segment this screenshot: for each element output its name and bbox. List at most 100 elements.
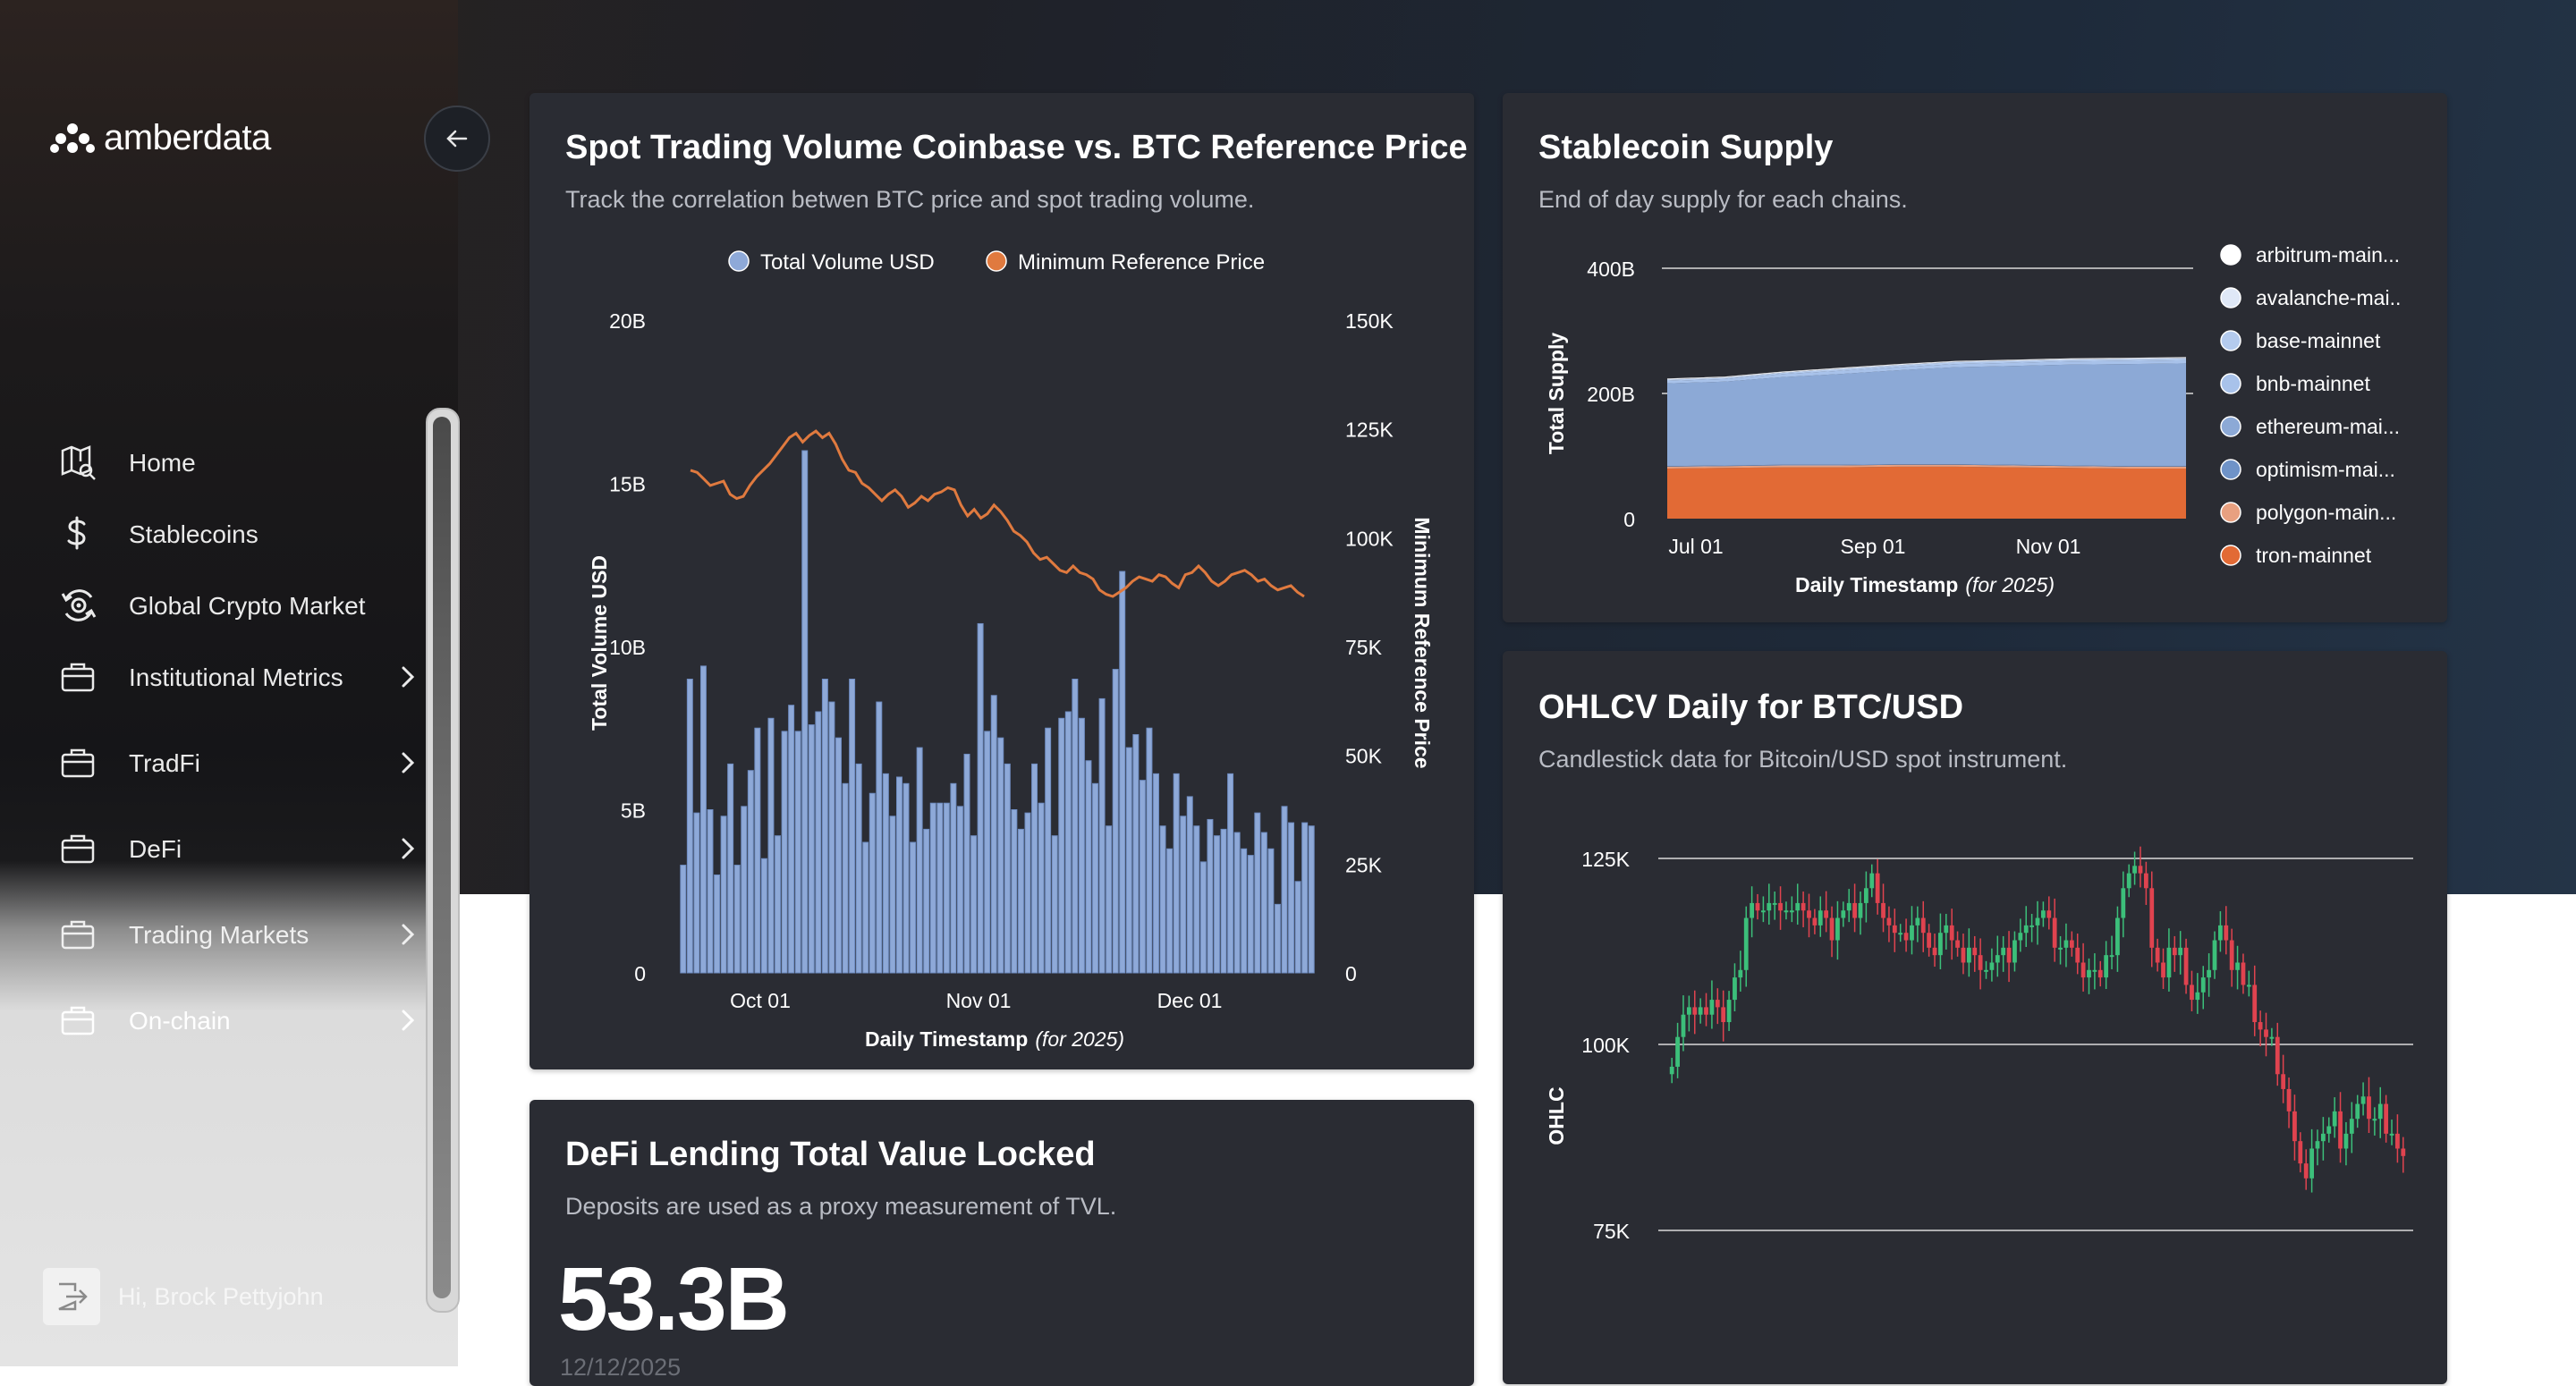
x-axis-title: Daily Timestamp (for 2025) bbox=[865, 1027, 1124, 1051]
volume-bar bbox=[714, 875, 721, 974]
legend-label: ethereum-mai... bbox=[2256, 415, 2400, 438]
y-axis-title: OHLC bbox=[1545, 1086, 1568, 1145]
sidebar-item-on-chain[interactable]: On-chain bbox=[59, 994, 417, 1048]
y-tick-label: 20B bbox=[609, 309, 646, 333]
y-tick-label: 200B bbox=[1587, 383, 1635, 406]
legend-label: bnb-mainnet bbox=[2256, 372, 2370, 395]
volume-bar bbox=[775, 835, 781, 974]
candle-body bbox=[2332, 1111, 2337, 1127]
volume-bar bbox=[1274, 903, 1281, 974]
candle-body bbox=[2275, 1036, 2280, 1075]
candle-body bbox=[2343, 1133, 2349, 1149]
sidebar-item-tradfi[interactable]: TradFi bbox=[59, 737, 417, 790]
legend-marker bbox=[2220, 545, 2241, 566]
candle-body bbox=[1807, 910, 1811, 918]
stablecoin-supply-card: Stablecoin Supply End of day supply for … bbox=[1503, 93, 2447, 622]
volume-bar bbox=[1064, 711, 1072, 974]
volume-bar bbox=[1085, 760, 1092, 974]
arrow-left-icon bbox=[446, 130, 468, 148]
volume-bar bbox=[1132, 734, 1140, 974]
volume-bar bbox=[889, 816, 896, 974]
volume-bar bbox=[997, 737, 1004, 974]
area-tron-mainnet bbox=[1667, 466, 2186, 519]
candle-body bbox=[1698, 1007, 1703, 1015]
candle-body bbox=[1818, 910, 1823, 925]
volume-bar bbox=[1051, 835, 1058, 974]
volume-bar bbox=[707, 809, 714, 974]
candle-body bbox=[2126, 873, 2131, 889]
card-subtitle: Track the correlation betwen BTC price a… bbox=[565, 186, 1255, 213]
candle-body bbox=[1852, 902, 1857, 918]
sidebar-item-trading-markets[interactable]: Trading Markets bbox=[59, 909, 417, 962]
chevron-right-icon bbox=[399, 749, 417, 782]
briefcase-icon bbox=[59, 1001, 98, 1041]
x-axis-title-main: Daily Timestamp bbox=[1795, 573, 1958, 596]
tvl-date: 12/12/2025 bbox=[560, 1354, 682, 1381]
candle-body bbox=[2349, 1119, 2354, 1134]
candle-body bbox=[1784, 910, 1789, 913]
candle-body bbox=[1920, 917, 1926, 934]
y2-tick-label: 0 bbox=[1345, 962, 1357, 985]
sidebar-item-label: TradFi bbox=[129, 749, 200, 777]
logout-icon[interactable] bbox=[43, 1268, 100, 1325]
legend-marker bbox=[2220, 287, 2241, 308]
chevron-right-icon bbox=[399, 835, 417, 868]
volume-bar bbox=[1308, 825, 1315, 974]
sidebar-item-label: Stablecoins bbox=[129, 520, 258, 548]
collapse-sidebar-button[interactable] bbox=[424, 106, 490, 172]
candle-body bbox=[1961, 947, 1966, 963]
sidebar-item-global-crypto-market[interactable]: Global Crypto Market bbox=[59, 579, 417, 633]
card-title: OHLCV Daily for BTC/USD bbox=[1538, 689, 1964, 726]
tvl-value: 53.3B bbox=[558, 1249, 790, 1349]
area-bnb-mainnet bbox=[1667, 359, 2186, 384]
sidebar-scrollbar-thumb[interactable] bbox=[433, 417, 451, 1298]
candle-body bbox=[2372, 1119, 2377, 1121]
candle-body bbox=[2320, 1133, 2326, 1142]
candle-body bbox=[1795, 902, 1801, 911]
legend-label: optimism-mai... bbox=[2256, 458, 2395, 481]
candle-body bbox=[1835, 917, 1840, 941]
user-menu[interactable]: Hi, Brock Pettyjohn bbox=[43, 1268, 324, 1325]
volume-bar bbox=[1058, 717, 1065, 974]
sidebar-item-label: On-chain bbox=[129, 1007, 231, 1035]
volume-bar bbox=[1247, 855, 1254, 974]
sidebar-item-home[interactable]: Home bbox=[59, 436, 417, 490]
candle-body bbox=[2303, 1163, 2309, 1179]
y2-tick-label: 25K bbox=[1345, 853, 1383, 876]
volume-bar bbox=[1125, 747, 1132, 974]
candle-body bbox=[2155, 947, 2160, 963]
area-base-mainnet bbox=[1667, 358, 2186, 381]
candle-body bbox=[2018, 933, 2023, 941]
candle-body bbox=[1675, 1036, 1680, 1067]
candle-body bbox=[2286, 1088, 2292, 1111]
legend-label: Minimum Reference Price bbox=[1018, 250, 1265, 275]
candle-body bbox=[2326, 1126, 2332, 1134]
card-title: Spot Trading Volume Coinbase vs. BTC Ref… bbox=[565, 129, 1468, 166]
volume-bar bbox=[896, 776, 902, 974]
chevron-right-icon bbox=[399, 1007, 417, 1040]
candle-body bbox=[1944, 925, 1949, 934]
amberdata-logo-icon bbox=[50, 123, 95, 153]
candle-body bbox=[1709, 1000, 1715, 1015]
candle-body bbox=[1761, 910, 1766, 913]
candle-body bbox=[2207, 969, 2212, 978]
candle-body bbox=[2212, 940, 2217, 970]
ohlcv-card: OHLCV Daily for BTC/USD Candlestick data… bbox=[1503, 651, 2447, 1384]
card-subtitle: End of day supply for each chains. bbox=[1538, 186, 1908, 213]
candle-body bbox=[1733, 977, 1737, 1001]
y-axis-title: Total Supply bbox=[1545, 333, 1568, 455]
candle-body bbox=[1898, 933, 1903, 935]
sidebar-item-stablecoins[interactable]: Stablecoins bbox=[59, 508, 417, 562]
x-axis-title-note: (for 2025) bbox=[1035, 1027, 1124, 1051]
sidebar-item-institutional-metrics[interactable]: Institutional Metrics bbox=[59, 651, 417, 705]
candle-body bbox=[2001, 947, 2006, 956]
volume-bar bbox=[916, 747, 923, 974]
sidebar-item-defi[interactable]: DeFi bbox=[59, 823, 417, 876]
volume-bar bbox=[984, 731, 991, 974]
volume-bar bbox=[910, 841, 917, 974]
volume-bar bbox=[1199, 861, 1207, 974]
brand-logo[interactable]: amberdata bbox=[50, 118, 271, 158]
volume-bar bbox=[680, 865, 687, 974]
volume-bar bbox=[950, 782, 957, 974]
candle-body bbox=[2292, 1111, 2297, 1142]
